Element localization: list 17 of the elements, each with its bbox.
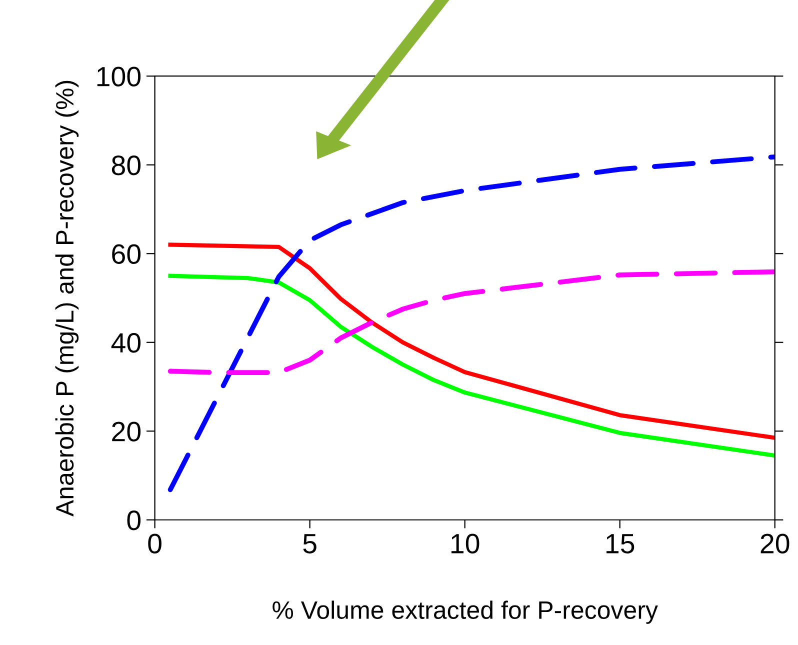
y-tick-label: 80: [112, 156, 141, 176]
x-tick-label: 5: [303, 534, 316, 554]
y-axis-title: Anaerobic P (mg/L) and P-recovery (%): [55, 80, 79, 517]
x-tick-label: 20: [760, 534, 790, 554]
x-axis-title: % Volume extracted for P-recovery: [272, 600, 658, 624]
y-tick-label: 0: [127, 510, 141, 530]
line-series: [168, 274, 775, 458]
line-series: [168, 154, 775, 492]
y-tick-label: 60: [112, 244, 141, 264]
y-tick-label: 40: [111, 333, 141, 353]
y-tick-label: 100: [97, 66, 141, 86]
x-tick-label: 10: [452, 534, 480, 554]
line-series: [168, 269, 775, 375]
line-series: [168, 242, 775, 440]
x-tick-label: 15: [606, 534, 634, 554]
x-tick-label: 0: [148, 534, 162, 554]
y-tick-label: 20: [112, 422, 141, 442]
